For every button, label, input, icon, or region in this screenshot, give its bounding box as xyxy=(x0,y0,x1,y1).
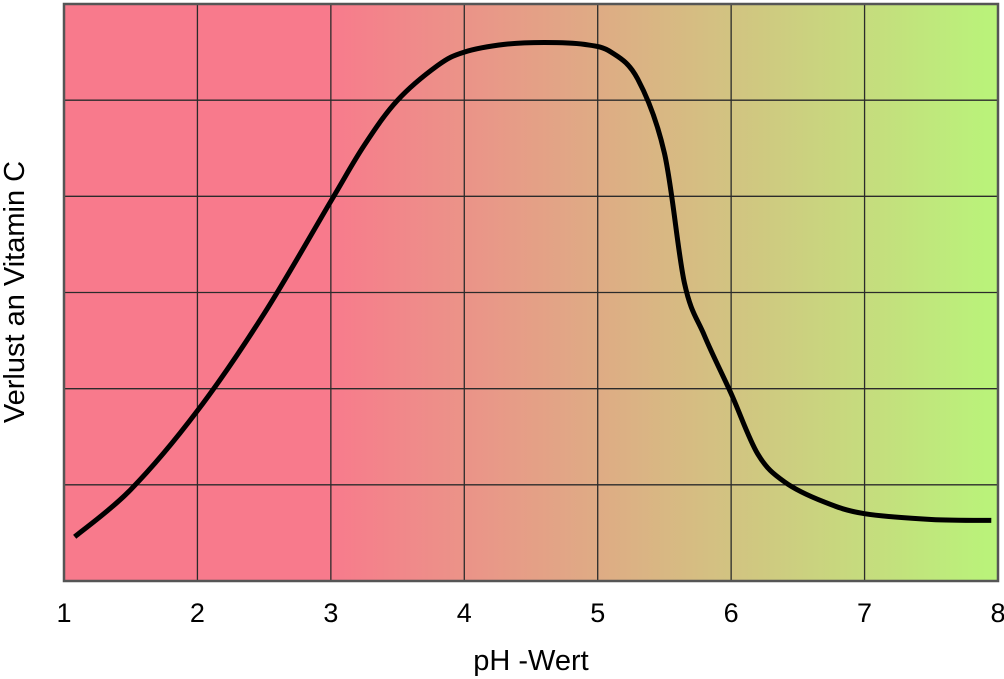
series-line-vitamin-c-loss xyxy=(73,40,992,539)
x-tick-label-6: 6 xyxy=(724,598,739,628)
x-tick-label-2: 2 xyxy=(190,598,205,628)
x-tick-label-7: 7 xyxy=(857,598,872,628)
plot-frame xyxy=(62,2,1000,583)
x-tick-label-5: 5 xyxy=(590,598,605,628)
x-tick-label-8: 8 xyxy=(990,598,1004,628)
x-tick-label-1: 1 xyxy=(56,598,71,628)
x-tick-label-4: 4 xyxy=(457,598,472,628)
x-tick-label-3: 3 xyxy=(323,598,338,628)
y-axis-title: Verlust an Vitamin C xyxy=(0,161,31,423)
grid xyxy=(64,4,998,581)
x-tick-labels: 1 2 3 4 5 6 7 8 xyxy=(56,598,1004,628)
x-axis-title: pH -Wert xyxy=(473,645,588,677)
